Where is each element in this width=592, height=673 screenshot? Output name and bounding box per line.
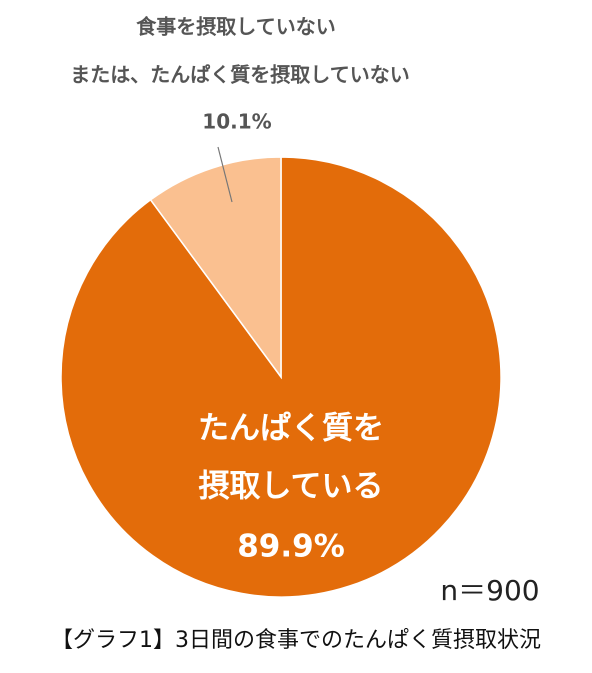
slice-label: または、たんぱく質を摂取していない <box>70 63 409 87</box>
slice-label: 食事を摂取していない <box>136 15 335 39</box>
caption: 【グラフ1】3日間の食事でのたんぱく質摂取状況 <box>51 628 541 653</box>
slice-label: 摂取している <box>198 469 383 505</box>
pie-slice <box>149 156 282 380</box>
value-label: 89.9% <box>237 529 345 565</box>
leader-line <box>217 146 233 203</box>
slice-label: たんぱく質を <box>198 411 384 447</box>
sample-size: n＝900 <box>440 574 539 607</box>
value-label: 10.1% <box>202 110 271 134</box>
